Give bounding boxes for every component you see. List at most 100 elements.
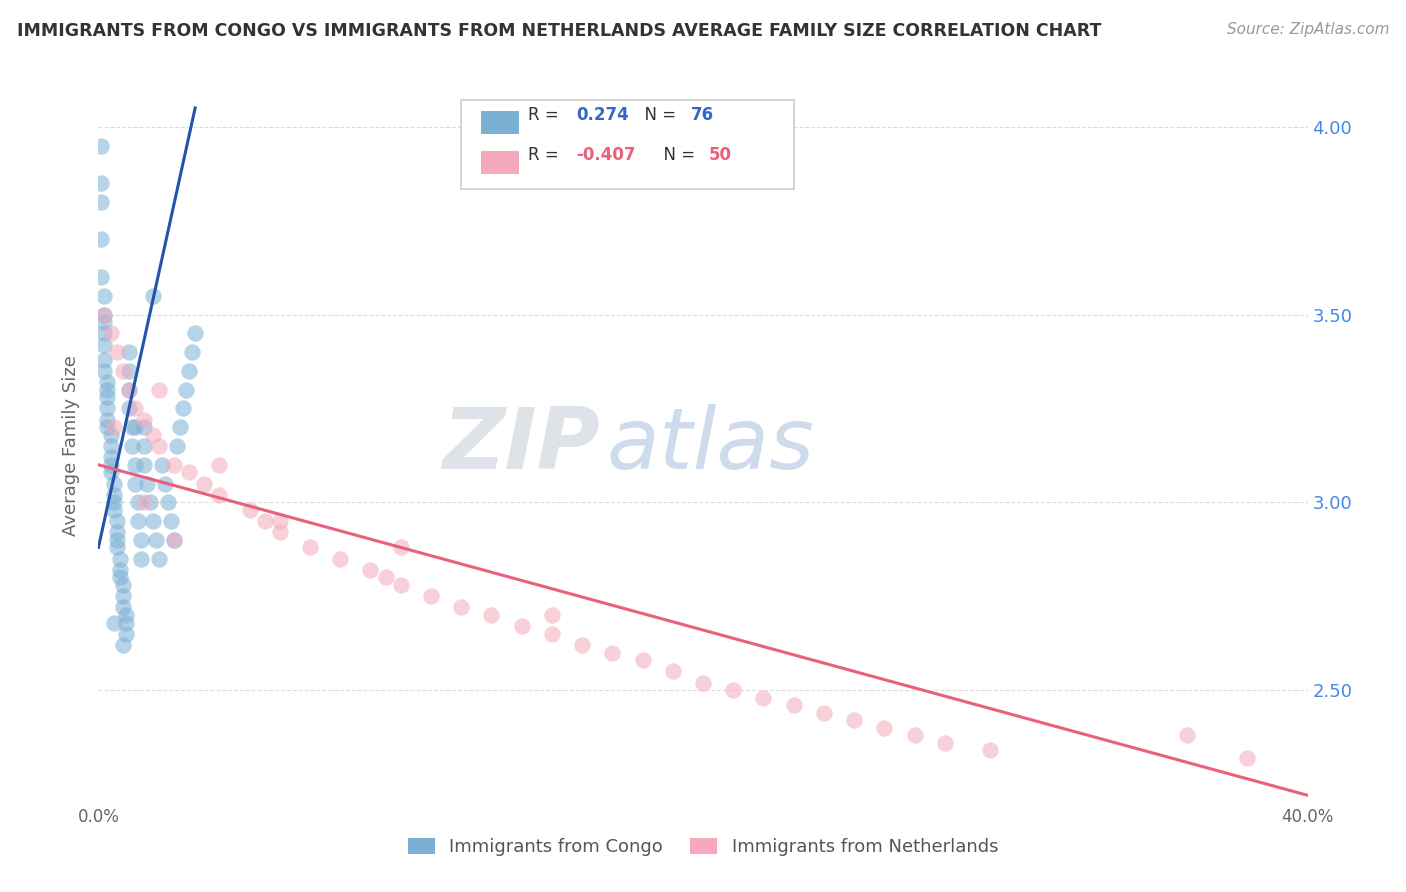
FancyBboxPatch shape: [461, 100, 793, 189]
Point: [163, 458, 186, 472]
Point: [269, 514, 291, 528]
FancyBboxPatch shape: [481, 112, 519, 134]
Point: [179, 364, 201, 378]
Point: [96, 420, 118, 434]
Legend: Immigrants from Congo, Immigrants from Netherlands: Immigrants from Congo, Immigrants from N…: [399, 829, 1007, 865]
Point: [602, 646, 624, 660]
Point: [153, 476, 176, 491]
Point: [148, 383, 170, 397]
Point: [105, 533, 128, 547]
Point: [118, 345, 141, 359]
Point: [904, 728, 927, 742]
Point: [105, 345, 128, 359]
Point: [179, 465, 201, 479]
Point: [93, 308, 115, 322]
Text: 50: 50: [709, 146, 733, 164]
Point: [723, 683, 745, 698]
Point: [184, 326, 207, 341]
Point: [121, 420, 143, 434]
Point: [124, 401, 146, 416]
Point: [96, 390, 118, 404]
Point: [121, 439, 143, 453]
Point: [844, 713, 866, 727]
Text: R =: R =: [527, 106, 564, 124]
Text: R =: R =: [527, 146, 564, 164]
Point: [934, 736, 956, 750]
Point: [118, 383, 141, 397]
Point: [96, 383, 118, 397]
Point: [100, 458, 122, 472]
Point: [103, 495, 125, 509]
Point: [571, 638, 593, 652]
Point: [193, 476, 215, 491]
Point: [90, 232, 112, 246]
Point: [979, 743, 1001, 757]
Point: [118, 401, 141, 416]
Point: [100, 465, 122, 479]
Point: [118, 364, 141, 378]
Point: [132, 420, 155, 434]
Point: [96, 401, 118, 416]
Point: [93, 326, 115, 341]
Point: [253, 514, 276, 528]
Point: [111, 638, 134, 652]
Point: [142, 514, 165, 528]
Text: 76: 76: [690, 106, 714, 124]
Point: [132, 439, 155, 453]
Y-axis label: Average Family Size: Average Family Size: [62, 356, 80, 536]
Point: [510, 619, 533, 633]
Point: [142, 427, 165, 442]
Point: [132, 458, 155, 472]
Point: [692, 675, 714, 690]
Point: [156, 495, 179, 509]
Point: [103, 488, 125, 502]
Point: [111, 578, 134, 592]
Text: atlas: atlas: [606, 404, 814, 488]
Point: [299, 541, 322, 555]
Point: [172, 401, 194, 416]
Point: [329, 551, 352, 566]
Point: [374, 570, 396, 584]
Point: [139, 495, 162, 509]
Point: [105, 525, 128, 540]
Point: [118, 383, 141, 397]
Point: [239, 503, 262, 517]
Point: [813, 706, 835, 720]
FancyBboxPatch shape: [481, 152, 519, 174]
Point: [103, 420, 125, 434]
Point: [111, 600, 134, 615]
Point: [100, 439, 122, 453]
Point: [135, 476, 157, 491]
Point: [100, 450, 122, 465]
Text: N =: N =: [634, 106, 682, 124]
Point: [1236, 750, 1258, 764]
Point: [90, 176, 112, 190]
Point: [111, 589, 134, 603]
Point: [132, 413, 155, 427]
Point: [163, 533, 186, 547]
Point: [181, 345, 204, 359]
Text: 0.274: 0.274: [576, 106, 628, 124]
Point: [661, 665, 683, 679]
Point: [127, 514, 149, 528]
Point: [150, 458, 173, 472]
Point: [481, 607, 503, 622]
Point: [100, 427, 122, 442]
Point: [108, 551, 131, 566]
Point: [108, 563, 131, 577]
Point: [93, 289, 115, 303]
Point: [96, 375, 118, 389]
Point: [450, 600, 472, 615]
Text: ZIP: ZIP: [443, 404, 600, 488]
Point: [114, 615, 136, 630]
Text: -0.407: -0.407: [576, 146, 636, 164]
Point: [90, 270, 112, 285]
Point: [208, 488, 231, 502]
Text: N =: N =: [654, 146, 700, 164]
Text: IMMIGRANTS FROM CONGO VS IMMIGRANTS FROM NETHERLANDS AVERAGE FAMILY SIZE CORRELA: IMMIGRANTS FROM CONGO VS IMMIGRANTS FROM…: [17, 22, 1101, 40]
Point: [105, 514, 128, 528]
Point: [96, 413, 118, 427]
Point: [103, 503, 125, 517]
Point: [93, 337, 115, 351]
Point: [129, 533, 152, 547]
